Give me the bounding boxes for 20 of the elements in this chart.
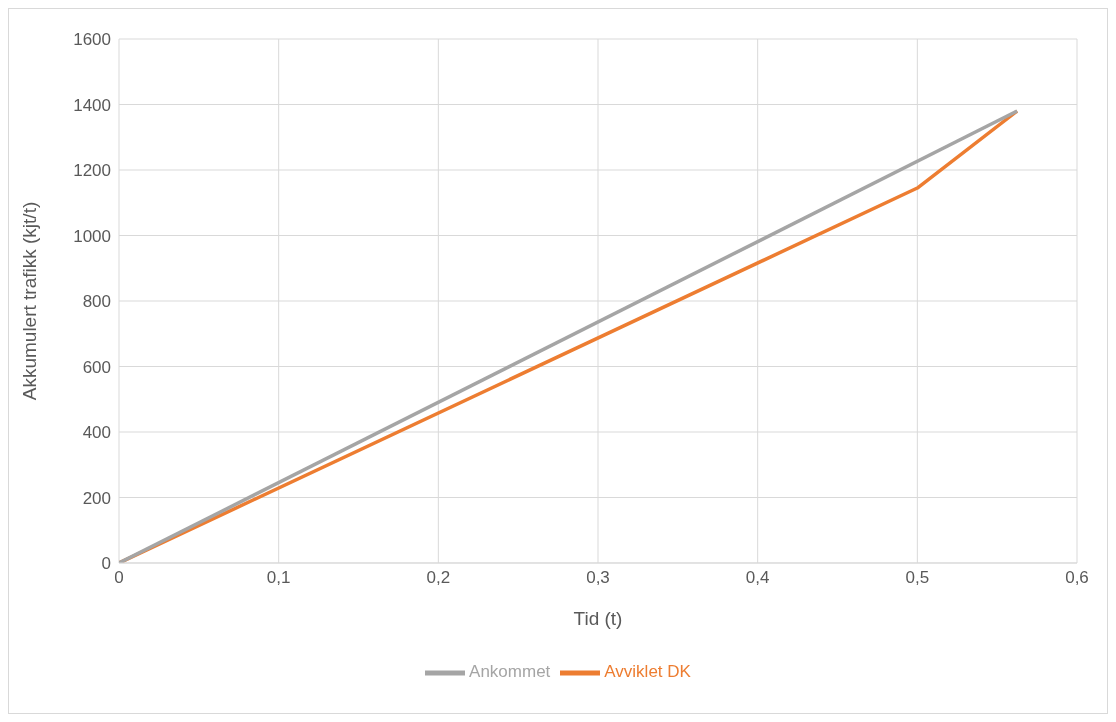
- x-tick-label: 0,5: [905, 568, 930, 588]
- y-tick-label: 600: [82, 357, 111, 377]
- y-tick-label: 1400: [73, 95, 111, 115]
- y-axis-title: Akkumulert trafikk (kjt/t): [18, 201, 40, 401]
- y-tick-label: 800: [82, 292, 111, 312]
- legend-label: Ankommet: [469, 662, 551, 682]
- x-tick-label: 0,3: [586, 568, 610, 588]
- y-tick-label: 0: [101, 554, 111, 574]
- x-tick-label: 0,2: [426, 568, 451, 588]
- x-tick-label: 0,6: [1065, 568, 1089, 588]
- y-tick-label: 1000: [73, 226, 111, 246]
- y-tick-label: 1200: [73, 161, 111, 181]
- x-tick-label: 0: [114, 568, 124, 588]
- x-tick-label: 0,4: [745, 568, 770, 588]
- legend-label: Avviklet DK: [604, 662, 691, 682]
- y-tick-label: 400: [82, 423, 111, 443]
- y-tick-label: 200: [82, 488, 111, 508]
- x-tick-label: 0,1: [266, 568, 291, 588]
- x-axis-title: Tid (t): [573, 608, 623, 629]
- y-tick-label: 1600: [73, 30, 111, 50]
